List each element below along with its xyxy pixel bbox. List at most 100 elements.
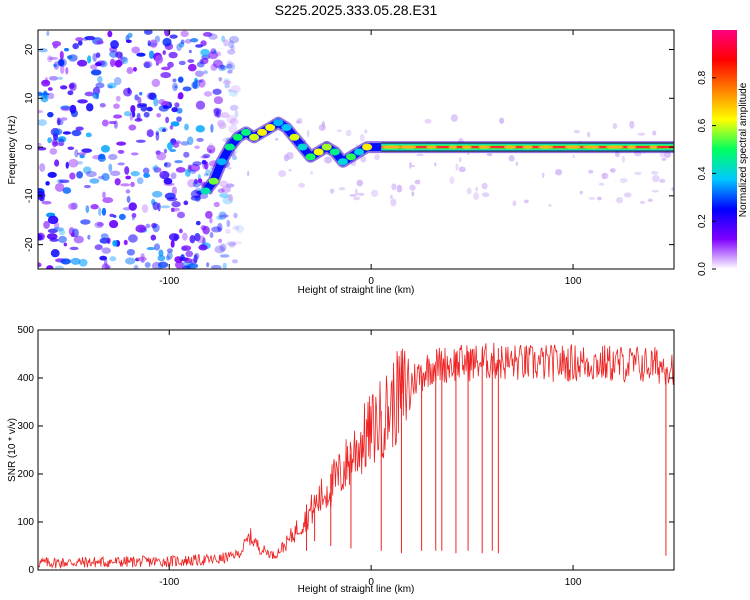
noise-blob	[63, 47, 70, 52]
noise-blob	[169, 125, 174, 130]
noise-blob	[108, 153, 118, 161]
noise-blob	[90, 64, 98, 70]
noise-blob	[40, 94, 49, 103]
noise-blob	[170, 207, 175, 213]
noise-blob	[218, 211, 227, 220]
band-ripple	[626, 145, 637, 149]
noise-blob	[226, 114, 236, 124]
faint-blob	[588, 169, 594, 174]
faint-blob	[360, 155, 367, 163]
noise-blob	[181, 265, 191, 269]
faint-blob	[424, 118, 432, 124]
noise-blob	[104, 257, 108, 266]
ridge-blob	[313, 148, 324, 156]
noise-blob	[52, 128, 63, 136]
noise-blob	[219, 180, 229, 188]
noise-blob	[194, 70, 204, 77]
noise-blob	[46, 233, 58, 240]
ridge-blob	[305, 153, 316, 161]
noise-blob	[146, 106, 153, 112]
noise-blob	[123, 87, 133, 97]
noise-blob	[160, 71, 172, 79]
ridge-halo	[200, 116, 674, 195]
faint-blob	[353, 196, 361, 201]
noise-blob	[203, 70, 208, 75]
noise-blob	[224, 228, 231, 234]
noise-blob	[45, 181, 50, 186]
faint-blob	[629, 120, 635, 129]
noise-blob	[156, 152, 167, 161]
faint-blob	[434, 162, 437, 167]
faint-blob	[391, 183, 397, 191]
faint-blob	[639, 200, 646, 204]
noise-blob	[38, 119, 47, 126]
noise-blob	[135, 224, 147, 233]
noise-blob	[100, 145, 110, 153]
faint-blob	[515, 161, 519, 167]
noise-blob	[228, 35, 240, 44]
band-ripple	[649, 145, 658, 149]
noise-blob	[117, 149, 125, 154]
noise-blob	[92, 53, 97, 62]
snr-ticks: -100 0 100 0 100 200 300 400 500	[17, 325, 674, 588]
noise-blob	[218, 238, 223, 244]
faint-blob	[450, 114, 458, 122]
ridge-blob	[200, 187, 211, 195]
faint-blob	[329, 188, 335, 194]
faint-blob	[310, 170, 314, 175]
noise-blob	[202, 31, 213, 37]
noise-blob	[70, 109, 79, 118]
noise-blob	[180, 39, 185, 45]
noise-blob	[110, 40, 119, 49]
noise-blob	[223, 78, 230, 83]
noise-blob	[114, 178, 121, 186]
noise-blob	[100, 233, 109, 240]
noise-blob	[130, 181, 135, 188]
noise-blob	[212, 59, 223, 69]
noise-blob	[90, 204, 99, 210]
ridge-blob	[216, 158, 227, 166]
noise-blob	[214, 245, 225, 254]
noise-blob	[171, 186, 178, 196]
snr-xtick-label: 100	[565, 577, 582, 588]
noise-blob	[195, 100, 206, 110]
noise-blob	[99, 255, 108, 261]
noise-blob	[195, 220, 201, 226]
noise-blob	[215, 51, 222, 57]
noise-blob	[163, 161, 172, 168]
noise-blob	[69, 172, 76, 180]
noise-blob	[196, 235, 206, 244]
ridge-blob	[362, 143, 373, 151]
noise-blob	[171, 201, 181, 208]
faint-blob	[364, 129, 368, 134]
noise-blob	[134, 94, 139, 101]
noise-blob	[164, 162, 168, 167]
faint-blob	[572, 154, 575, 159]
noise-blob	[125, 189, 131, 194]
noise-blob	[170, 121, 180, 127]
noise-blob	[143, 111, 150, 118]
faint-blob	[486, 153, 493, 157]
noise-blob	[189, 235, 196, 244]
ridge-blob	[289, 133, 300, 141]
noise-blob	[95, 82, 105, 89]
snr-xtick-label: 0	[368, 577, 374, 588]
noise-blob	[109, 170, 121, 177]
noise-blob	[85, 170, 97, 178]
noise-blob	[59, 50, 64, 60]
noise-blob	[180, 141, 190, 146]
noise-blob	[125, 39, 132, 44]
noise-blob	[72, 43, 79, 50]
faint-blob	[227, 193, 232, 201]
noise-blob	[186, 136, 194, 146]
band-ripple	[537, 145, 554, 149]
faint-blob	[285, 152, 294, 160]
noise-blob	[213, 96, 224, 105]
noise-blob	[80, 219, 91, 225]
noise-blob	[144, 262, 151, 268]
noise-blob	[187, 59, 195, 63]
noise-blob	[184, 38, 192, 44]
noise-blob	[178, 60, 186, 66]
noise-blob	[209, 232, 214, 238]
noise-blob	[118, 213, 126, 221]
